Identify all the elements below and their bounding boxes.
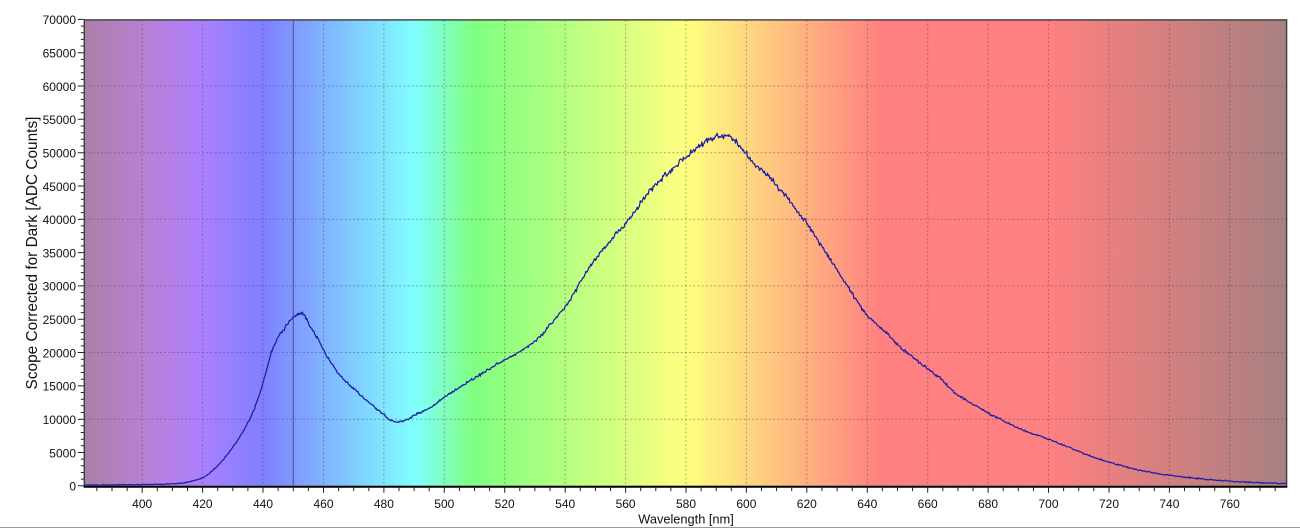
svg-text:65000: 65000 bbox=[43, 47, 77, 61]
svg-text:Scope Corrected for Dark [ADC: Scope Corrected for Dark [ADC Counts] bbox=[24, 117, 41, 390]
svg-text:720: 720 bbox=[1099, 497, 1119, 511]
svg-text:40000: 40000 bbox=[43, 213, 77, 227]
svg-text:70000: 70000 bbox=[43, 13, 77, 27]
svg-text:50000: 50000 bbox=[43, 147, 77, 161]
svg-text:20000: 20000 bbox=[43, 346, 77, 360]
svg-text:440: 440 bbox=[253, 497, 273, 511]
svg-text:640: 640 bbox=[857, 497, 877, 511]
svg-text:500: 500 bbox=[434, 497, 454, 511]
svg-text:480: 480 bbox=[374, 497, 394, 511]
svg-text:620: 620 bbox=[797, 497, 817, 511]
svg-text:700: 700 bbox=[1038, 497, 1058, 511]
svg-text:520: 520 bbox=[495, 497, 515, 511]
svg-text:Wavelength [nm]: Wavelength [nm] bbox=[638, 512, 734, 527]
svg-text:10000: 10000 bbox=[43, 413, 77, 427]
svg-text:25000: 25000 bbox=[43, 313, 77, 327]
svg-text:30000: 30000 bbox=[43, 280, 77, 294]
svg-text:15000: 15000 bbox=[43, 380, 77, 394]
svg-text:5000: 5000 bbox=[49, 446, 76, 460]
svg-text:580: 580 bbox=[676, 497, 696, 511]
svg-text:400: 400 bbox=[132, 497, 152, 511]
svg-text:760: 760 bbox=[1220, 497, 1240, 511]
svg-text:0: 0 bbox=[69, 480, 76, 494]
svg-text:540: 540 bbox=[555, 497, 575, 511]
svg-text:60000: 60000 bbox=[43, 80, 77, 94]
svg-text:420: 420 bbox=[193, 497, 213, 511]
svg-text:35000: 35000 bbox=[43, 246, 77, 260]
svg-text:740: 740 bbox=[1159, 497, 1179, 511]
svg-text:55000: 55000 bbox=[43, 113, 77, 127]
svg-text:560: 560 bbox=[616, 497, 636, 511]
svg-text:460: 460 bbox=[313, 497, 333, 511]
svg-text:45000: 45000 bbox=[43, 180, 77, 194]
svg-text:600: 600 bbox=[736, 497, 756, 511]
svg-text:660: 660 bbox=[918, 497, 938, 511]
svg-text:680: 680 bbox=[978, 497, 998, 511]
